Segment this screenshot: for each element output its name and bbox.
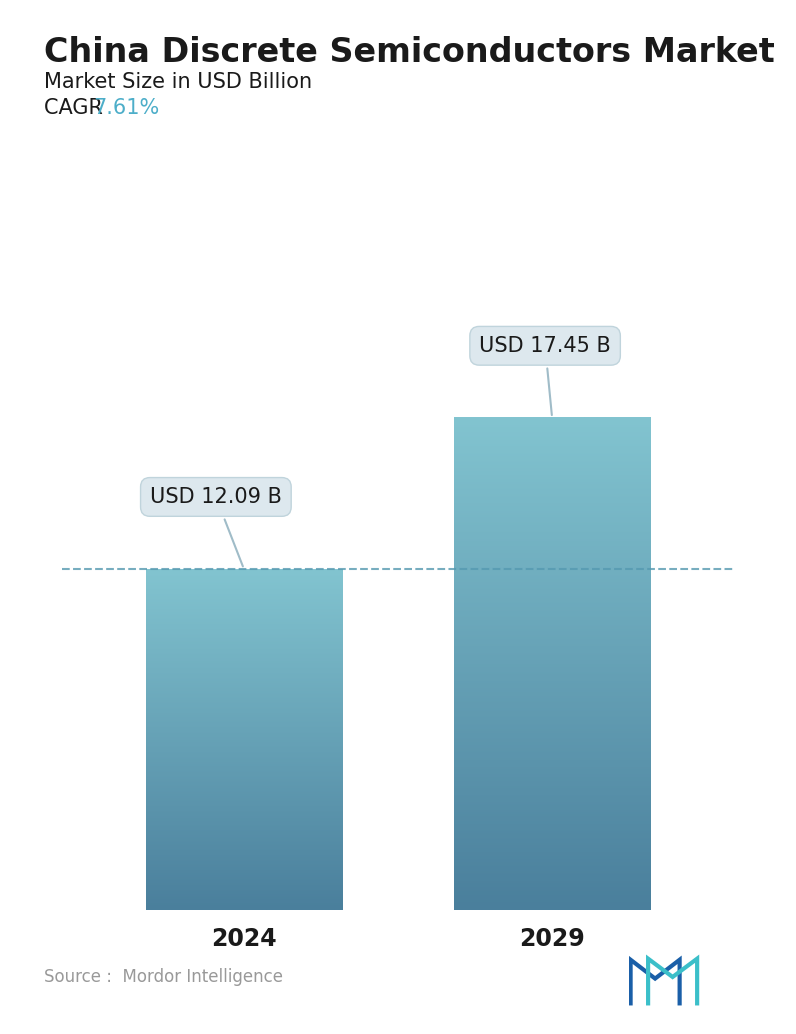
Text: Source :  Mordor Intelligence: Source : Mordor Intelligence (44, 968, 283, 986)
Text: Market Size in USD Billion: Market Size in USD Billion (44, 72, 312, 92)
Text: USD 17.45 B: USD 17.45 B (479, 336, 611, 415)
Text: 7.61%: 7.61% (93, 98, 159, 118)
Text: CAGR: CAGR (44, 98, 109, 118)
Text: China Discrete Semiconductors Market: China Discrete Semiconductors Market (44, 36, 775, 69)
Text: USD 12.09 B: USD 12.09 B (150, 487, 282, 567)
